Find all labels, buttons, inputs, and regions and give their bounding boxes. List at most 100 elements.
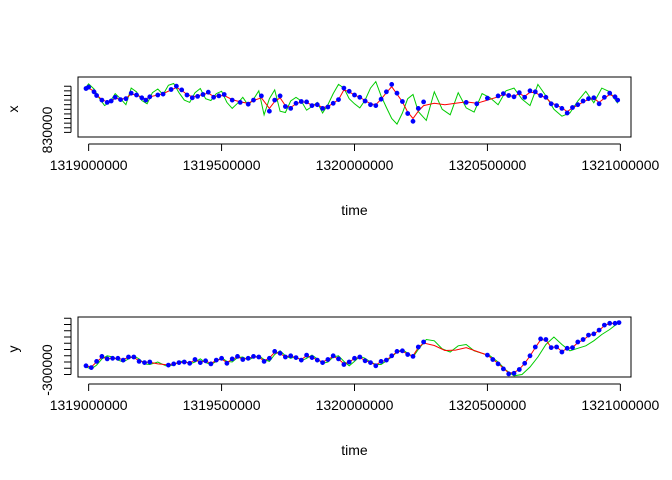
- data-point: [189, 95, 195, 101]
- data-point: [484, 352, 490, 358]
- data-point: [86, 84, 91, 90]
- data-point: [362, 358, 368, 364]
- data-point: [88, 365, 94, 370]
- data-point: [516, 367, 522, 372]
- data-point: [570, 345, 575, 350]
- data-point: [357, 354, 363, 360]
- data-point: [500, 366, 506, 372]
- data-point: [341, 362, 347, 367]
- data-point: [554, 103, 559, 108]
- x-tick-label: 1319000000: [50, 397, 128, 413]
- data-point: [612, 94, 618, 100]
- data-point: [142, 360, 147, 365]
- x-axis-label: time: [341, 202, 368, 218]
- data-point: [330, 100, 336, 106]
- data-point: [336, 97, 341, 102]
- data-point: [368, 360, 373, 365]
- data-point: [272, 348, 278, 354]
- data-point: [506, 371, 512, 377]
- data-point: [389, 82, 395, 87]
- data-point: [554, 344, 559, 350]
- data-point: [136, 358, 142, 364]
- data-point: [288, 353, 294, 359]
- data-point: [368, 102, 373, 108]
- data-point: [373, 103, 379, 108]
- data-point: [346, 359, 352, 365]
- data-point: [580, 337, 586, 342]
- data-point: [115, 355, 121, 361]
- data-point: [559, 349, 565, 355]
- data-point: [304, 99, 309, 105]
- x-tick-label: 1320000000: [316, 157, 394, 173]
- data-point: [564, 110, 570, 116]
- data-point: [160, 91, 166, 97]
- data-point: [245, 101, 251, 107]
- data-point: [575, 339, 581, 345]
- data-point: [527, 353, 533, 359]
- data-point: [490, 357, 496, 362]
- data-point: [139, 95, 145, 101]
- x-tick-label: 1320500000: [448, 157, 526, 173]
- x-tick-label: 1320500000: [448, 397, 526, 413]
- data-point: [596, 101, 602, 107]
- data-point: [522, 94, 528, 100]
- data-point: [104, 100, 110, 105]
- data-point: [575, 102, 581, 108]
- data-point: [256, 354, 262, 360]
- data-point: [506, 93, 512, 98]
- data-point: [187, 360, 193, 366]
- data-point: [352, 92, 357, 98]
- plot-frame: [77, 76, 632, 138]
- data-point: [131, 354, 137, 360]
- data-point: [495, 361, 501, 367]
- data-point: [357, 94, 363, 100]
- data-point: [394, 348, 400, 354]
- data-point: [108, 98, 114, 104]
- data-point: [362, 98, 368, 104]
- data-point: [251, 353, 256, 359]
- data-point: [383, 357, 389, 363]
- data-point: [421, 99, 426, 105]
- data-point: [245, 355, 251, 361]
- data-point: [591, 331, 597, 337]
- data-point: [580, 98, 586, 104]
- data-point: [410, 353, 416, 359]
- data-point: [277, 350, 283, 356]
- data-point: [110, 355, 115, 361]
- data-point: [421, 339, 426, 345]
- data-point: [373, 363, 379, 369]
- plot-area: [83, 320, 622, 377]
- data-point: [219, 355, 224, 361]
- data-point: [192, 357, 198, 362]
- data-point: [104, 356, 110, 362]
- series-smooth-line: [85, 85, 619, 120]
- data-point: [570, 105, 575, 110]
- data-point: [415, 344, 421, 350]
- data-point: [405, 352, 411, 357]
- data-point: [261, 358, 267, 364]
- data-point: [179, 87, 185, 93]
- data-point: [298, 357, 304, 363]
- data-point: [320, 360, 325, 365]
- y-axis-label: y: [5, 346, 21, 353]
- series-smooth-line: [85, 322, 620, 374]
- data-point: [120, 357, 126, 363]
- data-point: [155, 92, 161, 98]
- data-point: [168, 87, 174, 92]
- data-point: [293, 100, 299, 106]
- data-point: [484, 95, 490, 101]
- data-point: [229, 97, 235, 103]
- data-point: [495, 93, 501, 99]
- data-point: [208, 361, 214, 367]
- series-interval-line: [85, 322, 619, 377]
- data-point: [126, 354, 131, 360]
- data-point: [389, 353, 395, 359]
- data-point: [463, 100, 469, 105]
- data-point: [378, 358, 384, 364]
- data-point: [548, 101, 554, 107]
- data-point: [112, 94, 118, 100]
- data-point: [405, 111, 411, 116]
- data-point: [94, 358, 99, 364]
- plot-frame: [77, 316, 632, 378]
